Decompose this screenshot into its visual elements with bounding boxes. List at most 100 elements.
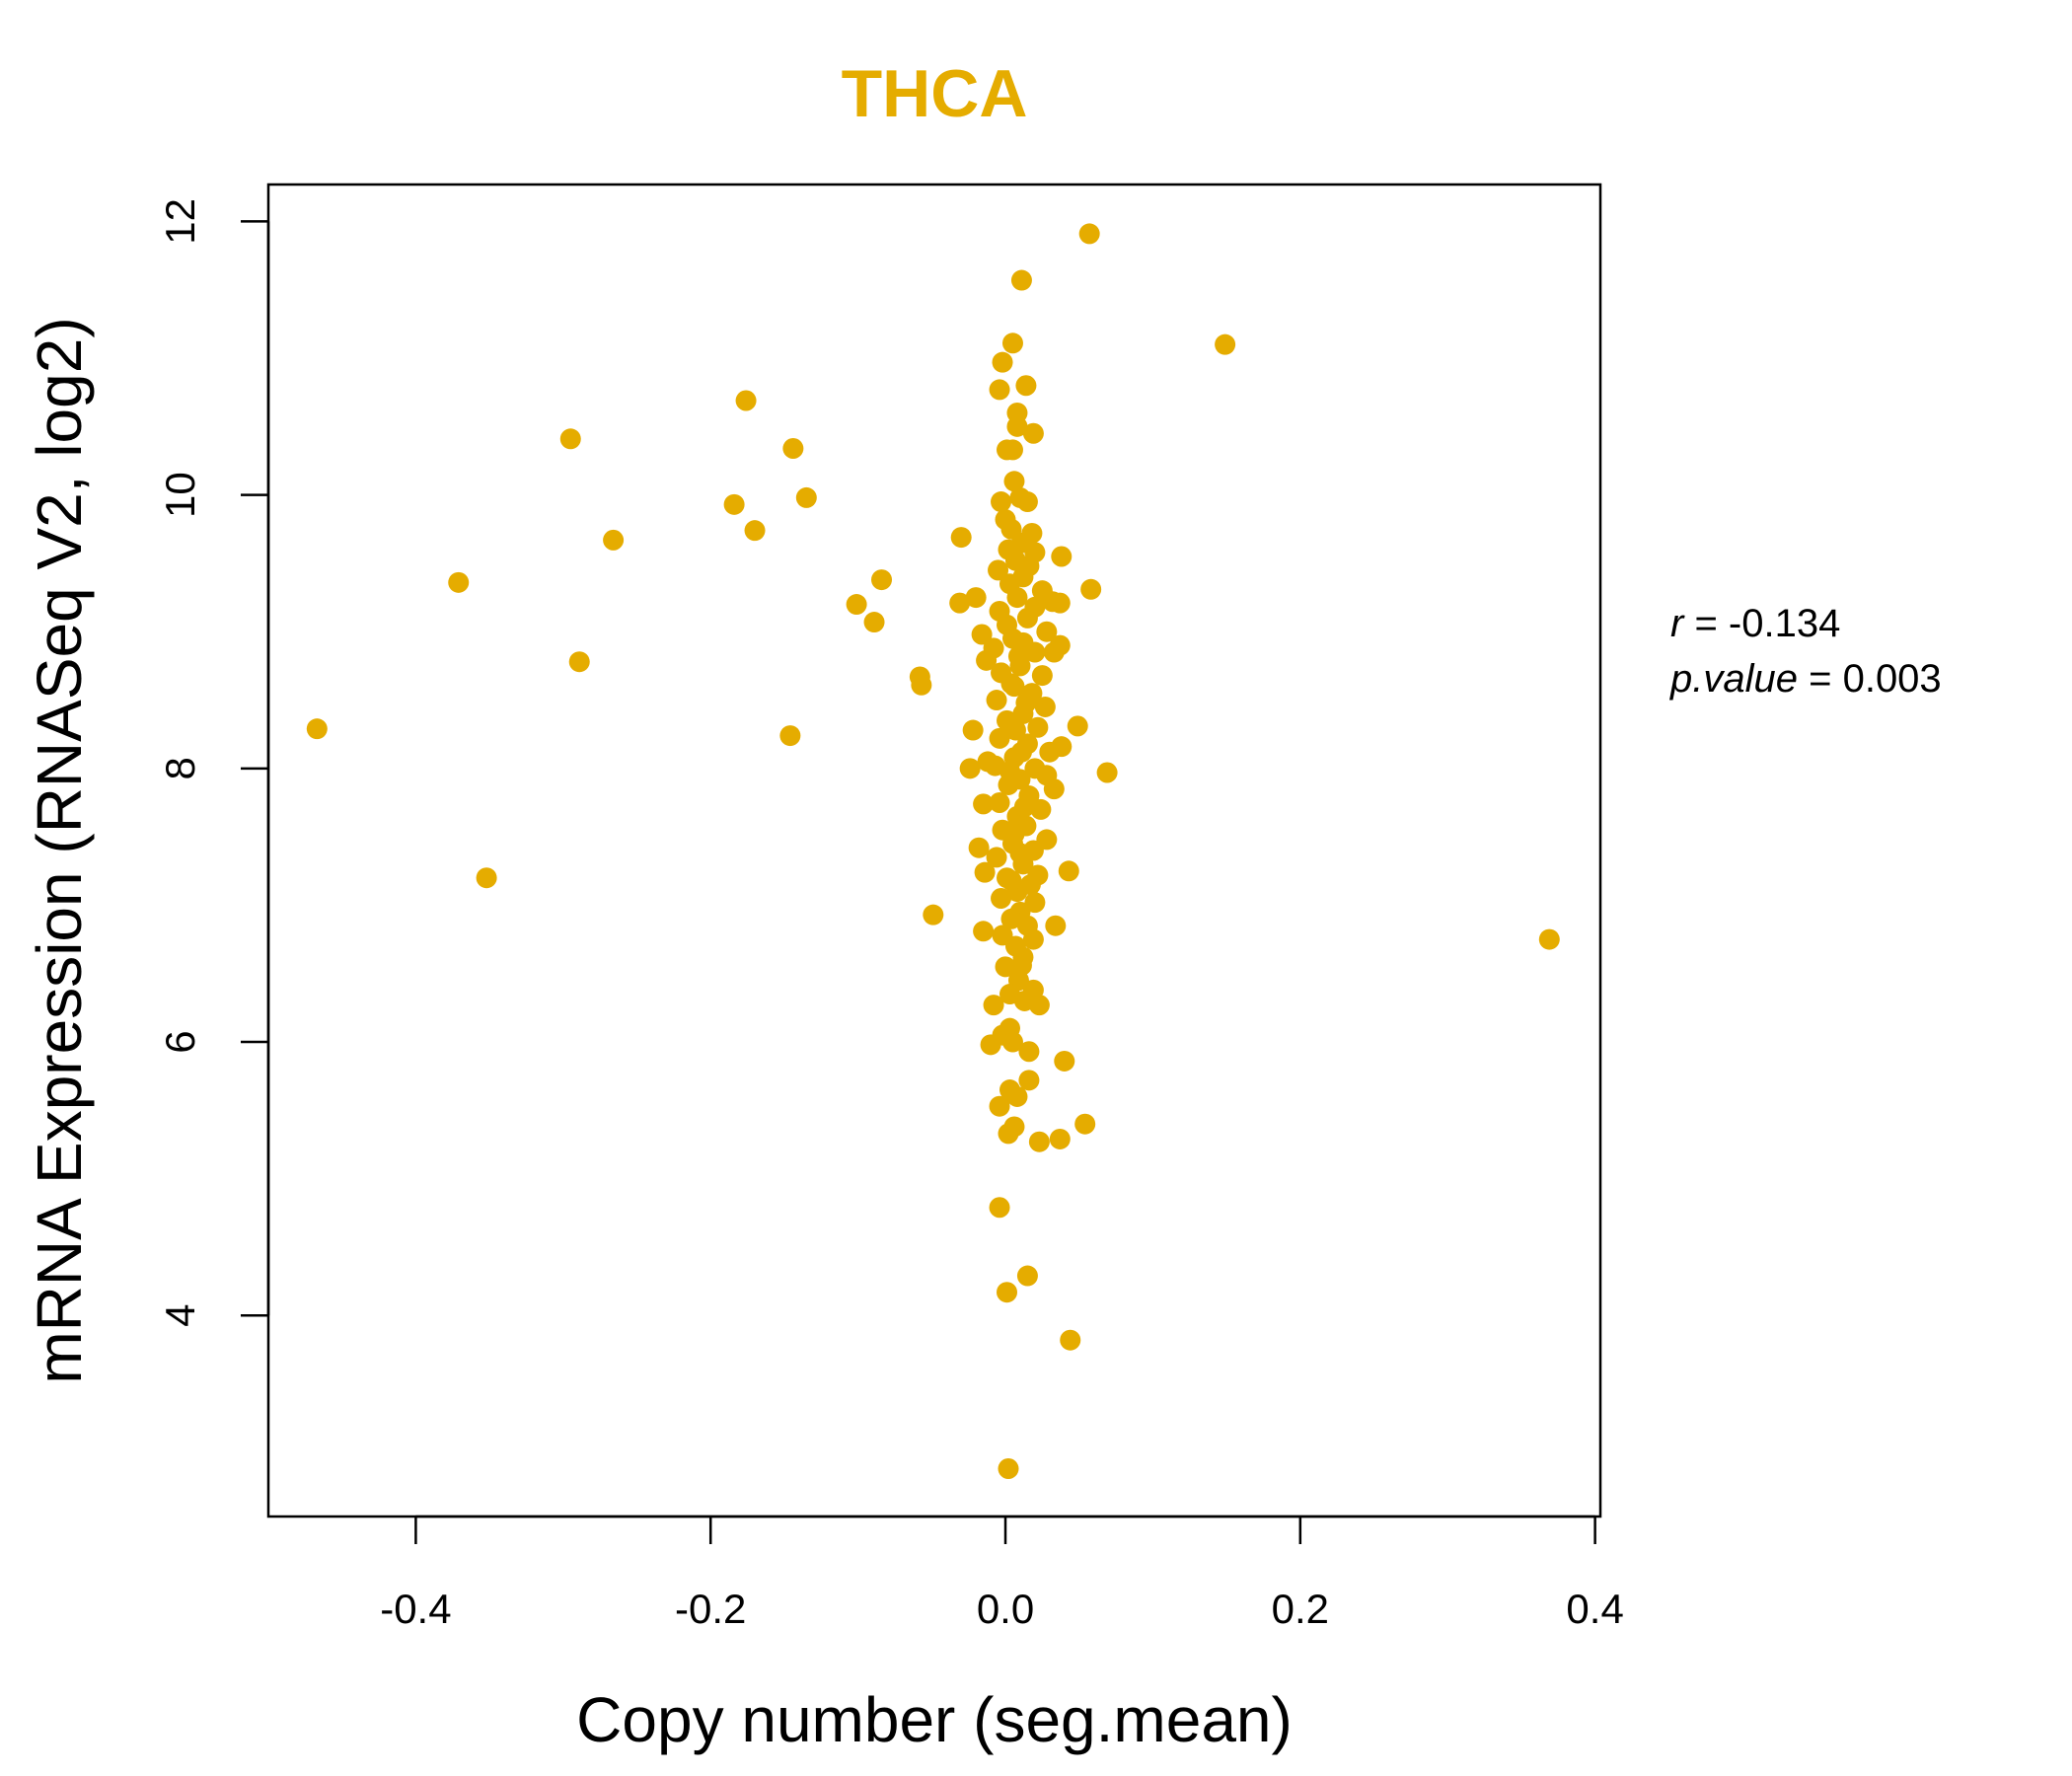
data-point — [911, 674, 932, 696]
data-points — [306, 223, 1560, 1479]
data-point — [863, 612, 885, 633]
data-point — [1058, 860, 1079, 882]
data-point — [1054, 1050, 1075, 1072]
data-point — [1016, 1265, 1038, 1287]
data-point — [923, 904, 944, 925]
y-axis: 4 6 8 10 12 — [157, 198, 270, 1327]
data-point — [1045, 915, 1067, 936]
data-point — [1016, 491, 1038, 513]
p-value-number: 0.003 — [1843, 657, 1942, 701]
data-point — [983, 637, 1004, 659]
p-value: p.value = 0.003 — [1669, 657, 1942, 701]
x-axis-title: Copy number (seg.mean) — [576, 1684, 1293, 1755]
data-point — [989, 1095, 1010, 1117]
data-point — [1015, 375, 1037, 397]
data-point — [779, 725, 801, 747]
data-point — [1043, 641, 1065, 663]
data-point — [1039, 741, 1061, 763]
data-point — [1012, 946, 1034, 968]
data-point — [988, 559, 1009, 581]
data-point — [992, 351, 1013, 373]
data-point — [1004, 719, 1026, 741]
data-point — [1009, 843, 1031, 864]
data-point — [950, 527, 972, 549]
data-point — [998, 1123, 1019, 1145]
r-label: r — [1670, 602, 1685, 645]
data-point — [1036, 621, 1058, 642]
data-point — [971, 624, 993, 645]
data-point — [1028, 1131, 1050, 1152]
data-point — [1031, 665, 1053, 687]
data-point — [973, 921, 995, 942]
data-point — [989, 791, 1010, 813]
data-point — [986, 847, 1007, 868]
data-point — [1010, 532, 1032, 554]
x-tick-label: -0.2 — [675, 1586, 746, 1632]
data-point — [997, 614, 1018, 635]
data-point — [1022, 928, 1044, 950]
data-point — [1018, 1041, 1040, 1063]
plot-frame — [266, 183, 1602, 1518]
x-tick-label: -0.4 — [380, 1586, 451, 1632]
data-point — [1003, 823, 1025, 845]
data-point — [568, 651, 590, 673]
data-point — [1074, 1113, 1096, 1135]
y-tick-label: 4 — [157, 1304, 203, 1327]
data-point — [1042, 591, 1064, 613]
data-point — [1013, 796, 1035, 818]
data-point — [1027, 716, 1049, 738]
data-point — [1010, 741, 1032, 763]
data-point — [448, 571, 470, 593]
data-point — [1001, 439, 1023, 461]
data-point — [1015, 692, 1037, 713]
data-point — [1215, 333, 1236, 355]
x-tick-label: 0.4 — [1566, 1586, 1623, 1632]
data-point — [959, 758, 981, 779]
r-value: -0.134 — [1729, 602, 1840, 645]
data-point — [1018, 555, 1040, 577]
data-point — [735, 390, 757, 411]
data-point — [1000, 869, 1022, 891]
data-point — [997, 1282, 1018, 1303]
data-point — [983, 995, 1004, 1016]
p-label: p.value — [1669, 657, 1798, 701]
data-point — [603, 529, 625, 551]
data-point — [1060, 1329, 1081, 1351]
data-point — [999, 573, 1020, 595]
data-point — [991, 491, 1012, 513]
data-point — [989, 379, 1010, 401]
data-point — [476, 867, 497, 889]
data-point — [989, 727, 1010, 749]
data-point — [989, 1197, 1010, 1219]
data-point — [995, 956, 1016, 978]
data-point — [795, 486, 817, 508]
data-point — [1006, 415, 1028, 437]
x-tick-label: 0.0 — [977, 1586, 1034, 1632]
data-point — [962, 719, 984, 741]
data-point — [1018, 1070, 1040, 1091]
data-point — [1024, 892, 1046, 914]
data-point — [1000, 673, 1022, 695]
correlation-r: r = -0.134 — [1670, 602, 1840, 645]
data-point — [1078, 223, 1100, 245]
data-point — [1034, 696, 1056, 717]
y-tick-label: 12 — [157, 198, 203, 245]
y-tick-label: 10 — [157, 472, 203, 518]
data-point — [1024, 596, 1046, 618]
data-point — [1080, 578, 1102, 600]
data-point — [973, 793, 995, 815]
data-point — [999, 761, 1020, 782]
data-point — [871, 569, 893, 591]
data-point — [1001, 1031, 1023, 1053]
data-point — [744, 520, 766, 542]
x-tick-label: 0.2 — [1272, 1586, 1329, 1632]
data-point — [782, 438, 804, 460]
data-point — [1003, 471, 1025, 492]
data-point — [986, 690, 1007, 711]
data-point — [1000, 908, 1022, 929]
data-point — [1538, 928, 1560, 950]
data-point — [1007, 645, 1029, 667]
data-point — [1067, 715, 1088, 737]
data-point — [559, 428, 581, 450]
